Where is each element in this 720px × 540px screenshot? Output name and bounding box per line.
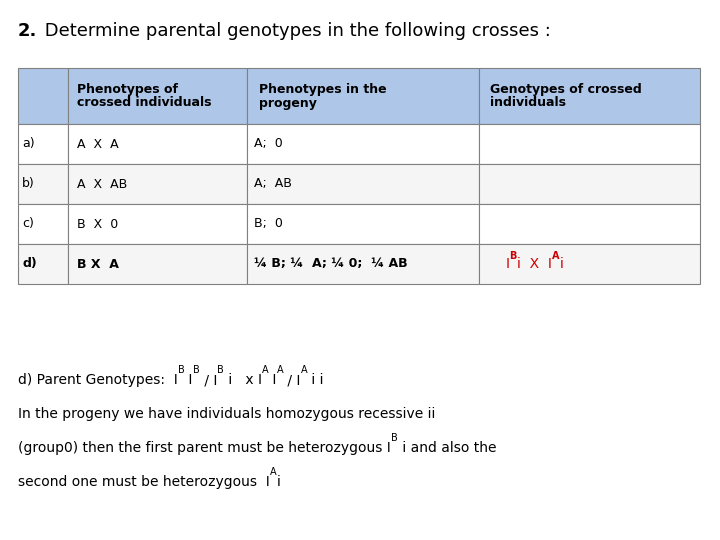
- Text: progeny: progeny: [258, 97, 317, 110]
- Text: A: A: [262, 365, 269, 375]
- Bar: [18, 244, 68, 284]
- Bar: [479, 204, 700, 244]
- Text: A  X  A: A X A: [78, 138, 119, 151]
- Bar: [479, 244, 700, 284]
- Text: c): c): [22, 218, 34, 231]
- Text: B  X  0: B X 0: [78, 218, 119, 231]
- Text: I: I: [184, 373, 193, 387]
- Text: A: A: [270, 467, 276, 477]
- Text: A  X  AB: A X AB: [78, 178, 127, 191]
- Bar: [68, 68, 247, 124]
- Text: B: B: [391, 433, 397, 443]
- Text: d) Parent Genotypes:  I: d) Parent Genotypes: I: [18, 373, 178, 387]
- Text: a): a): [22, 138, 35, 151]
- Text: 2.: 2.: [18, 22, 37, 40]
- Text: B;  0: B; 0: [254, 218, 283, 231]
- Text: second one must be heterozygous  I: second one must be heterozygous I: [18, 475, 270, 489]
- Text: / I: / I: [284, 373, 301, 387]
- Text: individuals: individuals: [490, 97, 566, 110]
- Text: B: B: [510, 251, 517, 261]
- Bar: [18, 68, 68, 124]
- Text: I: I: [505, 257, 510, 271]
- Bar: [479, 124, 700, 164]
- Text: crossed individuals: crossed individuals: [78, 97, 212, 110]
- Text: B: B: [217, 365, 224, 375]
- Text: B: B: [178, 365, 184, 375]
- Text: i: i: [559, 257, 563, 271]
- Bar: [479, 68, 700, 124]
- Text: i and also the: i and also the: [397, 441, 496, 455]
- Bar: [479, 164, 700, 204]
- Text: B X  A: B X A: [78, 258, 120, 271]
- Bar: [68, 124, 247, 164]
- Text: I: I: [269, 373, 276, 387]
- Bar: [18, 164, 68, 204]
- Bar: [18, 204, 68, 244]
- Text: ¼ B; ¼  A; ¼ 0;  ¼ AB: ¼ B; ¼ A; ¼ 0; ¼ AB: [254, 258, 408, 271]
- Text: d): d): [22, 258, 37, 271]
- Bar: [18, 124, 68, 164]
- Text: i: i: [276, 475, 280, 489]
- Bar: [68, 164, 247, 204]
- Bar: [247, 68, 479, 124]
- Text: i i: i i: [307, 373, 324, 387]
- Text: A: A: [276, 365, 284, 375]
- Text: In the progeny we have individuals homozygous recessive ii: In the progeny we have individuals homoz…: [18, 407, 436, 421]
- Text: A: A: [552, 251, 559, 261]
- Text: Phenotypes in the: Phenotypes in the: [258, 84, 387, 97]
- Text: A: A: [301, 365, 307, 375]
- Bar: [247, 244, 479, 284]
- Text: Determine parental genotypes in the following crosses :: Determine parental genotypes in the foll…: [39, 22, 551, 40]
- Text: Genotypes of crossed: Genotypes of crossed: [490, 84, 642, 97]
- Text: B: B: [193, 365, 199, 375]
- Text: Phenotypes of: Phenotypes of: [78, 84, 179, 97]
- Bar: [68, 204, 247, 244]
- Bar: [247, 164, 479, 204]
- Bar: [68, 244, 247, 284]
- Text: i   x I: i x I: [224, 373, 262, 387]
- Bar: [247, 124, 479, 164]
- Bar: [247, 204, 479, 244]
- Text: A;  0: A; 0: [254, 138, 283, 151]
- Text: (group0) then the first parent must be heterozygous I: (group0) then the first parent must be h…: [18, 441, 391, 455]
- Text: i  X  I: i X I: [517, 257, 552, 271]
- Text: b): b): [22, 178, 35, 191]
- Text: A;  AB: A; AB: [254, 178, 292, 191]
- Text: / I: / I: [199, 373, 217, 387]
